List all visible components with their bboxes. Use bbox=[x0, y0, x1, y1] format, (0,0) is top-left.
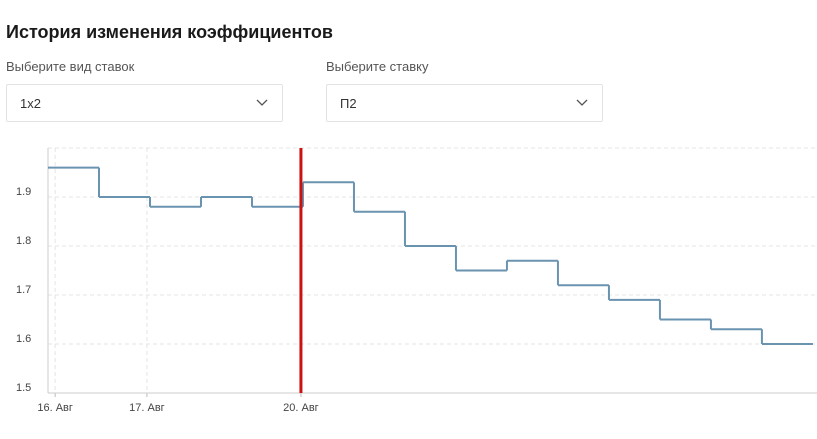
filter-label: Выберите вид ставок bbox=[6, 59, 135, 74]
dropdown[interactable]: 1x2 bbox=[6, 84, 283, 122]
x-tick-label: 16. Авг bbox=[37, 402, 73, 414]
chart: 1.5 1.6 1.7 1.8 1.9 16. Авг 17. Авг 20. Авг bbox=[16, 147, 817, 414]
y-tick-label: 1.7 bbox=[16, 284, 31, 296]
y-tick-label: 1.5 bbox=[16, 382, 31, 394]
x-tick-label: 17. Авг bbox=[129, 402, 165, 414]
dropdown[interactable]: П2 bbox=[326, 84, 603, 122]
title: История изменения коэффициентов bbox=[6, 22, 333, 42]
filter-label: Выберите ставку bbox=[326, 59, 429, 74]
y-tick-label: 1.8 bbox=[16, 235, 31, 247]
chevron bbox=[256, 99, 268, 106]
y-tick-label: 1.9 bbox=[16, 186, 31, 198]
y-tick-label: 1.6 bbox=[16, 333, 31, 345]
dropdown-value: 1x2 bbox=[20, 96, 41, 111]
chevron bbox=[576, 99, 588, 106]
x-tick-label: 20. Авг bbox=[283, 402, 319, 414]
dropdown-value: П2 bbox=[340, 96, 357, 111]
